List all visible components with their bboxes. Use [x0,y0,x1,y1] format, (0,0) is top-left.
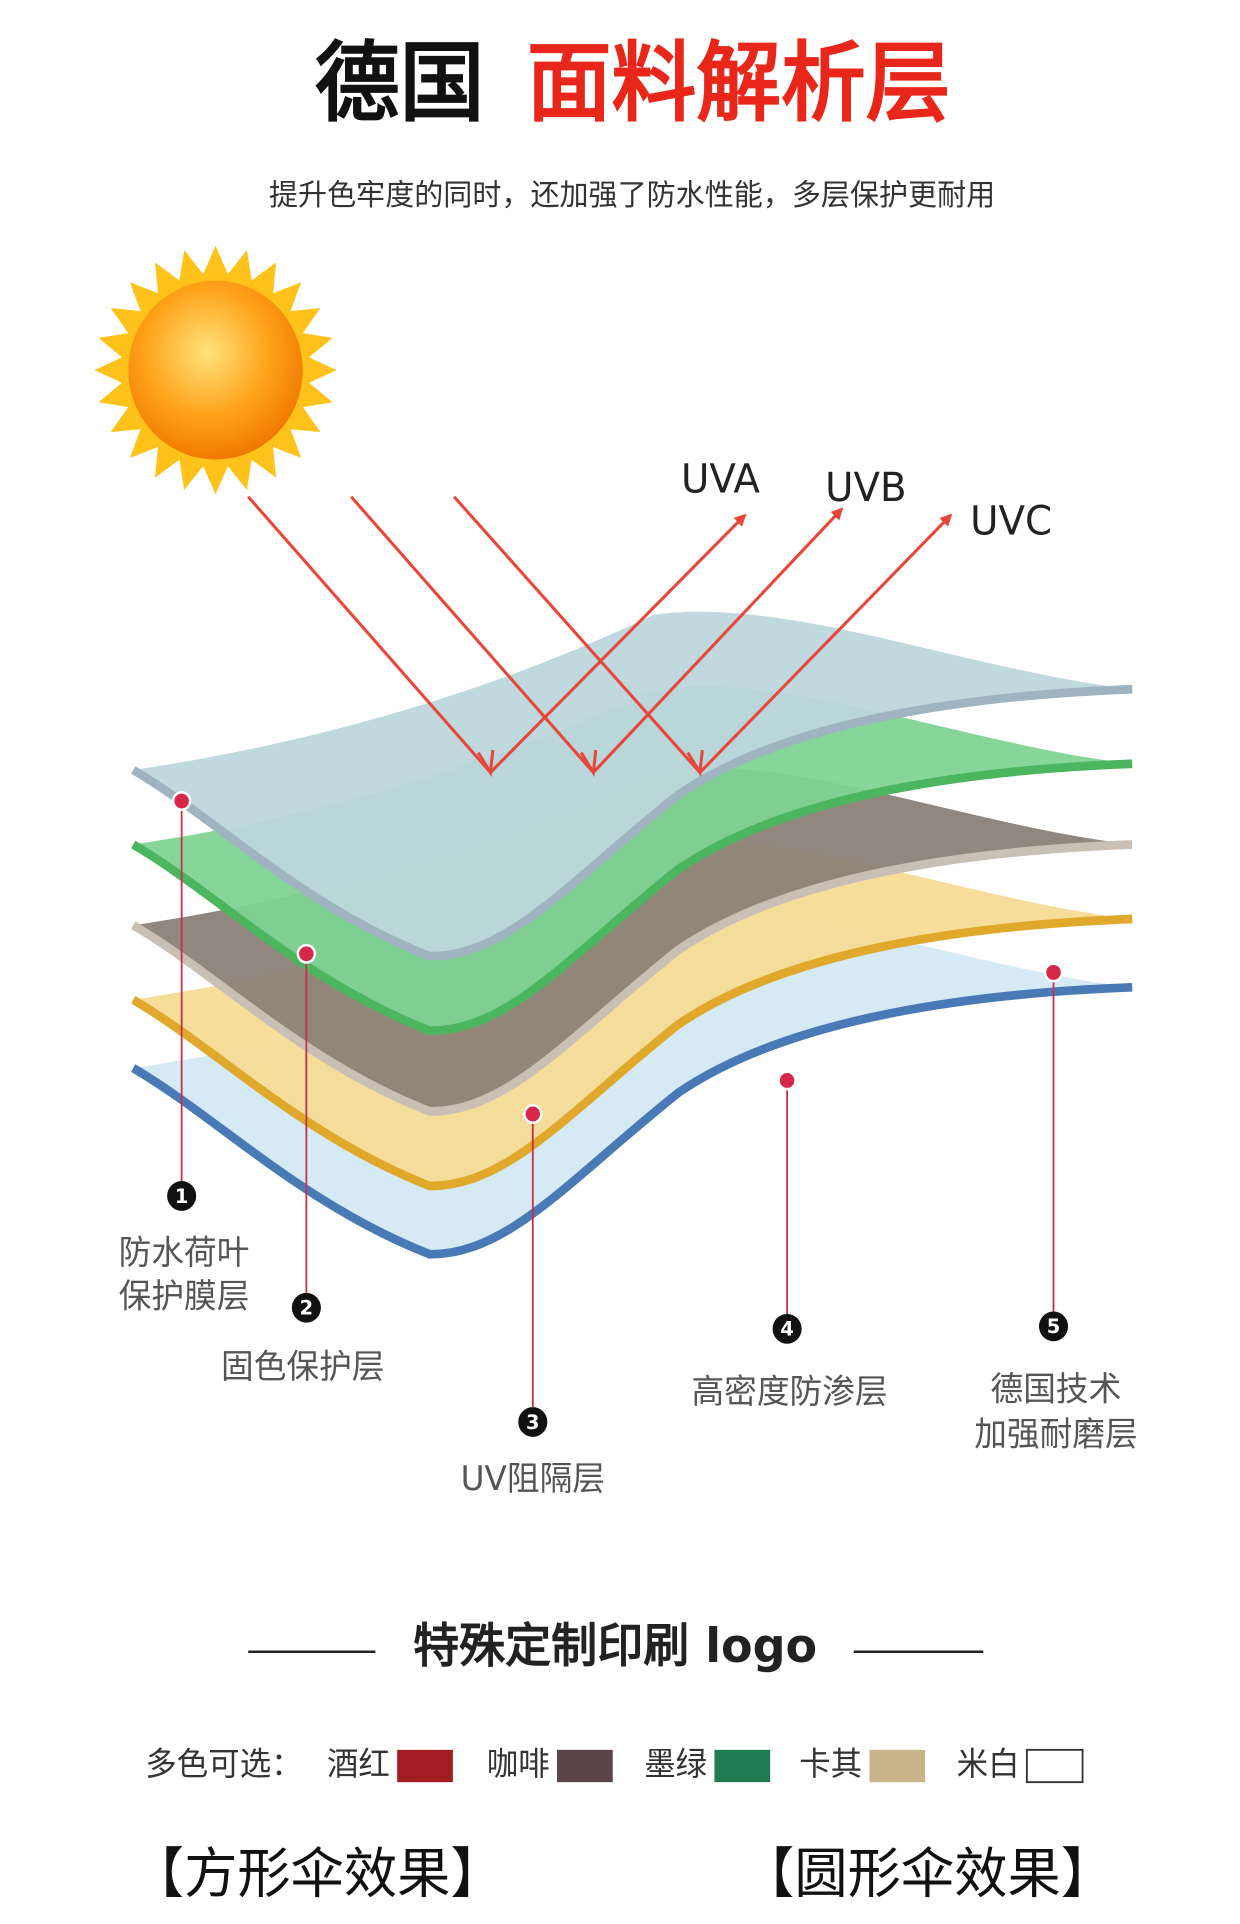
sheet-face [133,611,1133,957]
color-name: 酒红 [327,1745,390,1783]
number-badge [518,1407,548,1437]
section-title: 特殊定制印刷 logo [413,1618,817,1673]
title-red: 面料解析层 [527,33,951,134]
color-name: 咖啡 [487,1745,550,1783]
color-swatch [557,1749,613,1783]
layer-label: 加强耐磨层 [974,1414,1137,1453]
layer-sheet [131,767,1133,1116]
layer-sheet [131,611,1133,961]
leader-dot [523,1104,543,1124]
subtitle: 提升色牢度的同时，还加强了防水性能，多层保护更耐用 [269,177,995,211]
ray-label: UVB [825,466,906,512]
leader-dot [777,1070,797,1091]
layer-label: 保护膜层 [119,1276,250,1315]
color-swatch [714,1749,771,1783]
layer-label: 德国技术 [991,1369,1122,1408]
ray-label: UVA [681,457,760,503]
layer-number: 4 [780,1317,793,1340]
colors-label: 多色可选： [145,1745,302,1783]
color-swatch [397,1749,453,1783]
leader-dot [1043,962,1064,983]
color-name: 米白 [957,1745,1020,1783]
layer-sheet [131,841,1133,1191]
color-name: 卡其 [799,1745,862,1783]
sheet-edge [131,982,1133,1259]
layer-label: 防水荷叶 [119,1233,250,1272]
number-badge [1038,1311,1069,1342]
layer-number: 3 [526,1411,539,1434]
sheet-edge [131,684,1133,961]
ray-in-arrow [477,749,495,778]
layers-illustration [131,611,1133,1259]
number-badge [772,1313,802,1344]
footer-label: 【方形伞效果】 [131,1842,504,1906]
layer-label: 固色保护层 [221,1347,384,1386]
layer-label: 高密度防渗层 [691,1372,887,1411]
sheet-face [133,767,1133,1112]
number-badge [291,1292,321,1323]
number-badge [167,1181,197,1211]
sheet-edge [131,914,1133,1191]
color-swatch [1025,1748,1084,1784]
leader-dot [296,943,317,964]
layer-sheet [131,686,1133,1036]
sheet-edge [131,759,1133,1036]
ray-in-arrow [686,749,704,778]
layer-number: 1 [175,1185,188,1208]
ray-label: UVC [970,499,1052,545]
rays: UVA UVB UVC [247,457,1052,778]
footer-label: 【圆形伞效果】 [741,1842,1114,1906]
color-options: 多色可选： 酒红 咖啡 墨绿 卡其 米白 [145,1745,1084,1784]
color-name: 墨绿 [644,1745,707,1783]
color-swatch [869,1749,926,1783]
sheet-face [133,686,1133,1031]
sun-disc [128,280,303,460]
layer-number: 5 [1047,1315,1060,1338]
leader-dot [171,791,192,811]
ray-in-arrow [579,749,598,778]
title-black: 德国 [315,33,485,134]
sun [94,245,337,495]
sheet-edge [131,840,1133,1116]
sheet-face [133,841,1133,1187]
layer-label: UV阻隔层 [461,1459,605,1498]
layer-number: 2 [300,1296,313,1319]
